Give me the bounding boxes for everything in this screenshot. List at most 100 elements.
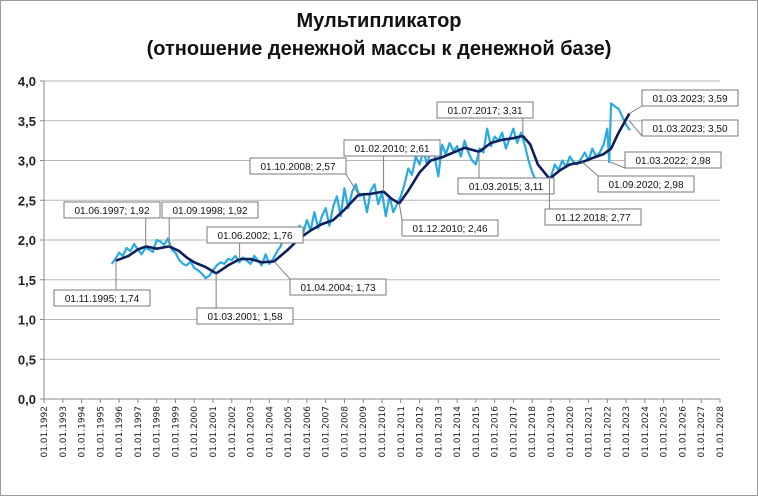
x-tick-label: 01.01.1992	[40, 406, 50, 458]
annotation-callout: 01.03.2015; 3,11	[457, 151, 555, 195]
x-tick-label: 01.01.2025	[660, 406, 670, 458]
annotation-callout: 01.06.2002; 1,76	[206, 226, 304, 260]
x-tick-label: 01.01.1993	[59, 406, 69, 458]
x-tick-label: 01.01.2001	[209, 406, 219, 458]
annotation-box	[63, 201, 161, 219]
annotation-callout: 01.04.2004; 1,73	[273, 261, 387, 296]
annotation-label: 01.03.2015; 3,11	[469, 182, 544, 193]
y-tick-label: 0,0	[18, 392, 36, 407]
y-tick-label: 3,5	[18, 114, 36, 129]
x-tick-label: 01.01.2027	[697, 406, 707, 458]
x-tick-label: 01.01.2008	[340, 406, 350, 458]
annotation-box	[289, 278, 387, 296]
annotation-label: 01.10.2008; 2,57	[260, 162, 336, 173]
leader-line	[581, 161, 599, 177]
x-tick-label: 01.01.2004	[265, 406, 275, 458]
annotation-box	[641, 119, 739, 137]
x-tick-label: 01.01.2017	[509, 406, 519, 458]
annotation-box	[544, 208, 642, 226]
annotation-label: 01.02.2010; 2,61	[354, 144, 430, 155]
annotation-box	[457, 177, 555, 195]
annotation-label: 01.07.2017; 3,31	[447, 106, 523, 117]
x-tick-label: 01.01.1995	[96, 406, 106, 458]
annotation-box	[161, 201, 259, 219]
x-tick-label: 01.01.1994	[78, 406, 88, 458]
x-tick-label: 01.01.2024	[641, 406, 651, 458]
x-tick-label: 01.01.2022	[603, 406, 613, 458]
x-axis: 01.01.1992 01.01.1993 01.01.1994 01.01.1995…	[40, 398, 726, 458]
leader-line	[628, 120, 643, 137]
y-tick-label: 2,0	[18, 233, 36, 248]
leader-line	[398, 203, 403, 221]
annotation-label: 01.03.2023; 3,50	[652, 124, 728, 135]
x-tick-label: 01.01.1998	[153, 406, 163, 458]
x-tick-label: 01.01.2011	[397, 406, 407, 458]
annotation-callout: 01.06.1997; 1,92	[63, 201, 161, 247]
x-tick-label: 01.01.2009	[359, 406, 369, 458]
x-tick-label: 01.01.2006	[303, 406, 313, 458]
leader-line	[273, 261, 291, 280]
annotation-callout: 01.03.2023; 3,59	[628, 89, 739, 115]
annotation-callout: 01.02.2010; 2,61	[343, 139, 441, 192]
x-tick-label: 01.01.2016	[491, 406, 501, 458]
x-tick-label: 01.01.2010	[378, 406, 388, 458]
annotation-label: 01.06.2002; 1,76	[217, 231, 293, 242]
annotation-label: 01.04.2004; 1,73	[300, 283, 376, 294]
leader-line	[628, 105, 643, 115]
annotation-callout: 01.03.2023; 3,50	[628, 119, 739, 137]
data-annotations: 01.11.1995; 1,74 01.06.1997; 1,92 01.09.19…	[53, 89, 739, 325]
x-tick-label: 01.01.2019	[547, 406, 557, 458]
annotation-callout: 01.03.2001; 1,58	[196, 273, 294, 325]
annotation-callout: 01.09.1998; 1,92	[161, 201, 259, 247]
x-tick-label: 01.01.2012	[416, 406, 426, 458]
annotation-label: 01.03.2001; 1,58	[207, 312, 283, 323]
x-tick-label: 01.01.2023	[622, 406, 632, 458]
annotation-callout: 01.11.1995; 1,74	[53, 260, 151, 307]
x-tick-label: 01.01.2014	[453, 406, 463, 458]
x-tick-label: 01.01.2003	[247, 406, 257, 458]
leader-line	[610, 161, 626, 169]
x-tick-label: 01.01.2018	[528, 406, 538, 458]
chart-title: Мультипликатор	[296, 10, 462, 32]
x-tick-label: 01.01.2015	[472, 406, 482, 458]
annotation-label: 01.06.1997; 1,92	[74, 206, 150, 217]
annotation-label: 01.12.2010; 2,46	[412, 224, 488, 235]
y-tick-label: 4,0	[18, 74, 36, 89]
y-tick-label: 1,0	[18, 313, 36, 328]
x-tick-label: 01.01.2005	[284, 406, 294, 458]
annotation-label: 01.12.2018; 2,77	[555, 213, 631, 224]
x-tick-label: 01.01.2013	[434, 406, 444, 458]
annotation-box	[53, 289, 151, 307]
annotation-label: 01.11.1995; 1,74	[65, 294, 140, 305]
annotation-box	[597, 175, 695, 193]
x-tick-label: 01.01.2020	[566, 406, 576, 458]
annotation-label: 01.03.2022; 2,98	[635, 156, 711, 167]
annotation-callout: 01.12.2018; 2,77	[544, 178, 642, 226]
x-tick-label: 01.01.2021	[585, 406, 595, 458]
leader-line	[345, 173, 359, 195]
chart-subtitle: (отношение денежной массы к денежной баз…	[146, 38, 612, 60]
annotation-box	[641, 89, 739, 107]
annotation-callout: 01.09.2020; 2,98	[581, 161, 695, 193]
annotation-label: 01.09.2020; 2,98	[608, 180, 684, 191]
y-tick-label: 0,5	[18, 352, 36, 367]
x-tick-label: 01.01.1999	[171, 406, 181, 458]
y-tick-label: 3,0	[18, 154, 36, 169]
annotation-label: 01.09.1998; 1,92	[172, 206, 248, 217]
y-tick-label: 2,5	[18, 193, 36, 208]
annotation-callout: 01.10.2008; 2,57	[249, 157, 359, 195]
annotation-box	[401, 219, 499, 237]
annotation-callout: 01.03.2022; 2,98	[610, 151, 722, 169]
x-tick-label: 01.01.2026	[678, 406, 688, 458]
annotation-box	[206, 226, 304, 244]
annotation-label: 01.03.2023; 3,59	[652, 94, 728, 105]
x-tick-label: 01.01.2002	[228, 406, 238, 458]
y-axis: 0,0 0,5 1,0 1,5 2,0 2,5 3,0 3,5 4,0	[18, 74, 45, 407]
y-tick-label: 1,5	[18, 273, 36, 288]
x-tick-label: 01.01.2028	[716, 406, 726, 458]
x-tick-label: 01.01.2007	[322, 406, 332, 458]
x-tick-label: 01.01.1996	[115, 406, 125, 458]
annotation-box	[249, 157, 347, 175]
x-tick-label: 01.01.2000	[190, 406, 200, 458]
